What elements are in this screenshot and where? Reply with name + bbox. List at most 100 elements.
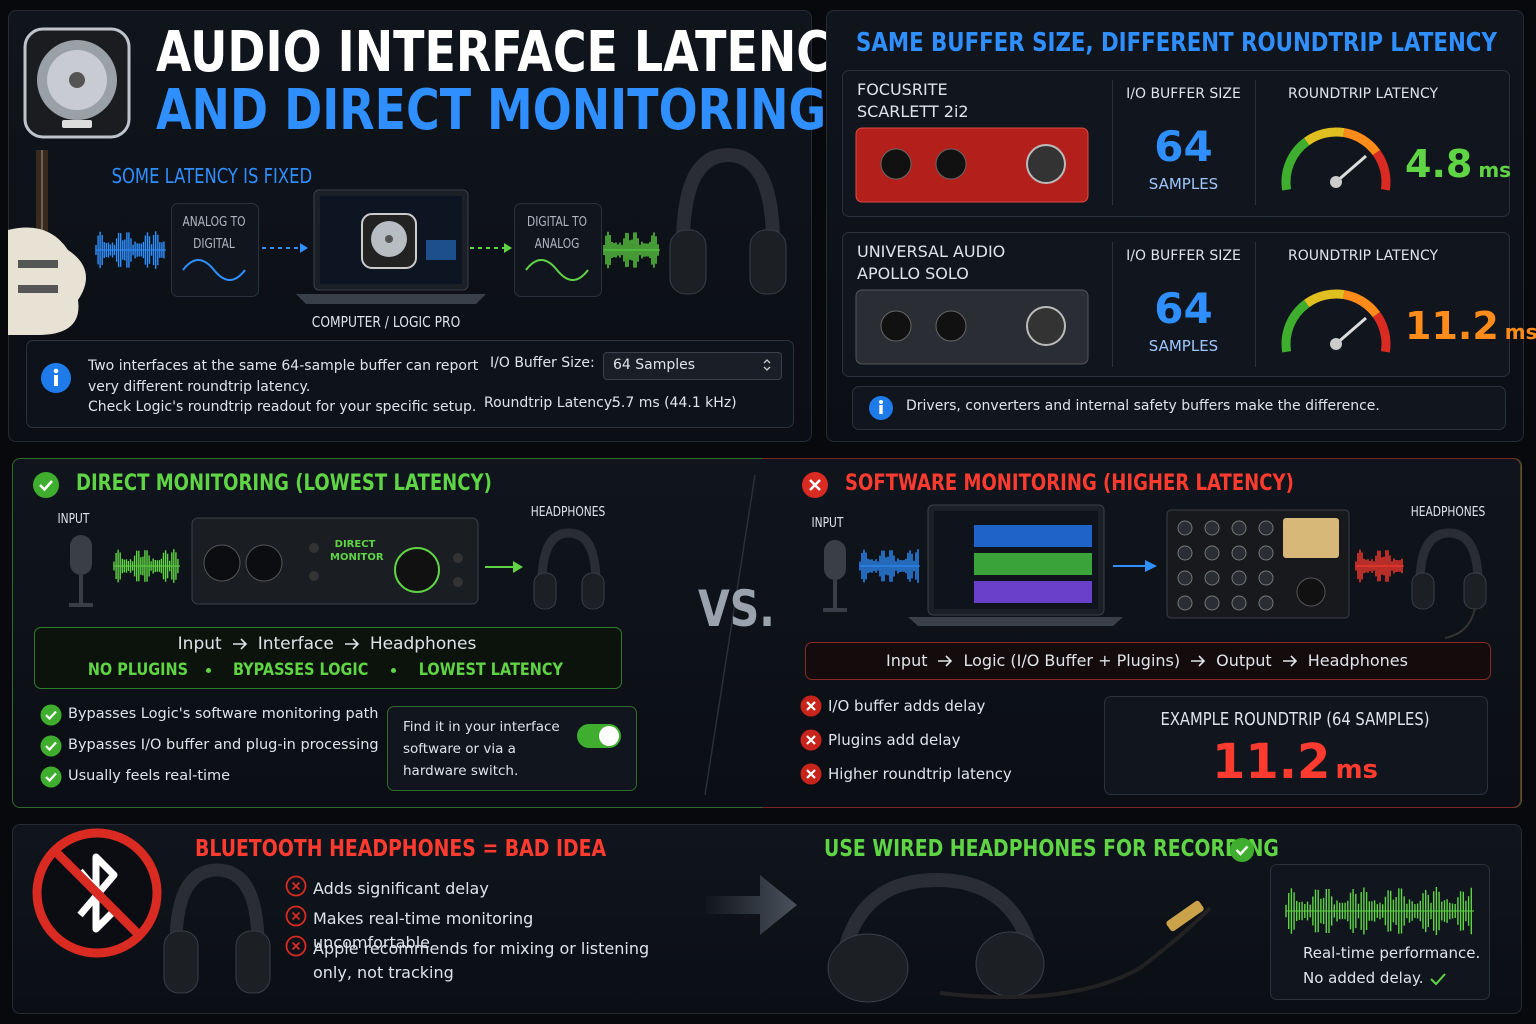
device-knob [1026,306,1066,346]
box-text: No added delay. [1303,969,1424,987]
icon-bg [285,905,307,927]
field-value: 5.7 ms (44.1 kHz) [612,395,737,411]
arrow [705,875,797,935]
decoration [169,863,265,946]
flow-step: Headphones [369,634,477,654]
decoration [823,608,847,612]
decoration [296,294,486,304]
knob [1177,570,1193,586]
decoration [705,875,797,935]
flow-arrow [938,654,953,667]
gauge-arc [1342,290,1381,318]
vs-label: VS. [698,580,775,638]
waveform [1285,887,1474,935]
title-line: AUDIO INTERFACE LATENCY [156,20,864,85]
bullet-text: Higher roundtrip latency [828,765,1012,783]
logic-logo [23,27,131,139]
decoration [1230,838,1254,862]
field-label: Roundtrip Latency: [484,395,616,411]
tip-text: Find it in your interface software or vi… [403,719,560,779]
interface-name: UNIVERSAL AUDIO [857,242,1006,261]
node-label: INPUT [811,516,844,531]
x-icon [800,763,822,785]
info-text: Check Logic's roundtrip readout for your… [88,399,477,415]
decoration [163,930,199,994]
decoration [453,553,463,563]
headphones [533,528,605,610]
decoration [513,561,523,573]
decoration [1430,973,1446,986]
ring-icon [285,875,307,897]
bullet-text: Plugins add delay [828,731,961,749]
icon-mark [45,772,57,783]
decoration [1411,572,1435,610]
check-icon [40,704,62,726]
flow-arrow [1191,654,1206,667]
decoration [33,472,59,498]
decoration [879,405,883,414]
waveform [113,549,180,583]
buffer-value: 64 [1154,284,1213,333]
gauge-arc [1281,299,1310,353]
icon-mark [45,741,57,752]
latency-value: 11.2 [1405,304,1499,348]
knob [1258,520,1274,536]
decoration [8,227,86,335]
box-text: Real-time performance. [1303,944,1481,962]
section-title: USE WIRED HEADPHONES FOR RECORDING [824,836,1279,862]
knob [1258,595,1274,611]
icon-mark [45,710,57,721]
icon-mark [291,941,301,951]
device-jack [935,310,967,342]
knob [1231,520,1247,536]
x-icon [800,695,822,717]
decoration [939,906,1212,1000]
card-divider [1255,80,1256,205]
decoration [309,571,319,581]
title-line: AND DIRECT MONITORING [156,78,827,143]
field-label: I/O Buffer Size: [490,355,595,371]
knob [1258,545,1274,561]
sine [525,259,589,281]
decoration [676,147,780,246]
bullet-text: I/O buffer adds delay [828,697,986,715]
flow: Input Logic (I/O Buffer + Plugins) Output H… [805,651,1489,670]
microphone [69,535,93,607]
check-icon [40,735,62,757]
latency-unit: ms [1504,320,1536,344]
gauge-hub [1330,176,1342,188]
arrow [1113,560,1157,572]
headphones [1411,528,1487,639]
decoration [704,474,756,796]
icon-mark [291,911,301,921]
decoration [879,400,883,404]
decoration [669,229,707,295]
decoration [763,359,771,371]
arrow [470,243,512,253]
separator-dot [206,667,212,673]
node-label: INPUT [57,512,90,527]
knob [1231,570,1247,586]
decoration [581,572,605,610]
latency-readout: 4.8 ms [1405,142,1511,186]
gauge [1281,289,1391,353]
flow: Input Interface Headphones [34,634,620,654]
decoration [537,528,601,584]
check-icon [1230,838,1254,862]
dropdown[interactable] [603,352,782,380]
decoration [1463,572,1487,610]
bluetooth-forbidden [32,828,162,958]
card-divider [1112,242,1113,367]
field-label: ROUNDTRIP LATENCY [1288,86,1439,102]
node-label: HEADPHONES [530,505,606,520]
waveform [603,231,660,269]
icon-mark [806,735,816,745]
bullet-text: Apple recommends for mixing or listening… [313,939,650,982]
microphone [823,540,847,612]
icon-bg [40,766,62,788]
device-jack [880,148,912,180]
gauge-arc [1372,149,1391,191]
laptop [296,189,486,304]
field-label: I/O BUFFER SIZE [1126,86,1241,102]
section-title: DIRECT MONITORING (LOWEST LATENCY) [76,471,492,496]
